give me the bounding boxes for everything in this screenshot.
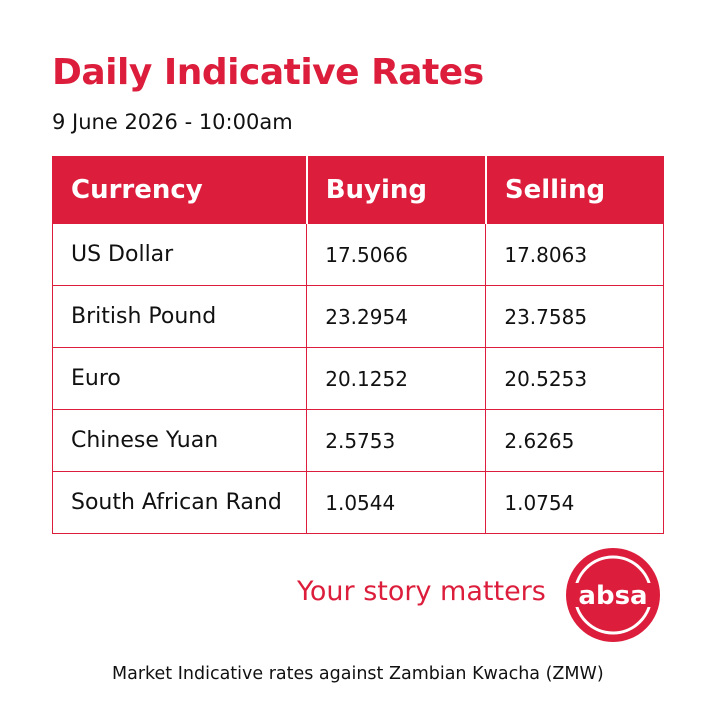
currency-cell: Chinese Yuan <box>51 409 308 472</box>
rate-cell: 20.1252 <box>306 347 487 410</box>
rate-cell: 2.5753 <box>306 409 487 472</box>
logo-text: absa <box>578 581 647 611</box>
footer: Market Indicative rates against Zambian … <box>112 664 604 684</box>
table-row: US Dollar 17.5066 17.8063 <box>51 223 664 286</box>
table-row: Chinese Yuan 2.5753 2.6265 <box>51 409 664 472</box>
rate-cell: 1.0754 <box>485 471 664 534</box>
logo: absa <box>566 548 660 642</box>
rate-cell: 1.0544 <box>306 471 487 534</box>
column-header: Currency <box>51 156 308 224</box>
rate-cell: 2.6265 <box>485 409 664 472</box>
rates-table: Currency Buying Selling US Dollar 17.5066 17… <box>51 156 664 534</box>
table-row: British Pound 23.2954 23.7585 <box>51 285 664 348</box>
currency-cell: South African Rand <box>51 471 308 534</box>
currency-cell: British Pound <box>51 285 308 348</box>
table-row: Euro 20.1252 20.5253 <box>51 347 664 410</box>
currency-cell: Euro <box>51 347 308 410</box>
table-row: South African Rand 1.0544 1.0754 <box>51 471 664 534</box>
date: 9 June 2026 - 10:00am <box>52 110 293 134</box>
table-body: US Dollar 17.5066 17.8063 British Pound 23.2… <box>51 223 664 534</box>
rate-cell: 23.7585 <box>485 285 664 348</box>
title: Daily Indicative Rates <box>52 52 484 93</box>
column-header: Selling <box>485 156 664 224</box>
column-header: Buying <box>306 156 487 224</box>
header-row: Currency Buying Selling <box>51 156 664 224</box>
currency-cell: US Dollar <box>51 223 308 286</box>
rate-cell: 20.5253 <box>485 347 664 410</box>
rate-cell: 17.5066 <box>306 223 487 286</box>
rate-cell: 23.2954 <box>306 285 487 348</box>
rate-cell: 17.8063 <box>485 223 664 286</box>
tagline: Your story matters <box>297 576 546 607</box>
